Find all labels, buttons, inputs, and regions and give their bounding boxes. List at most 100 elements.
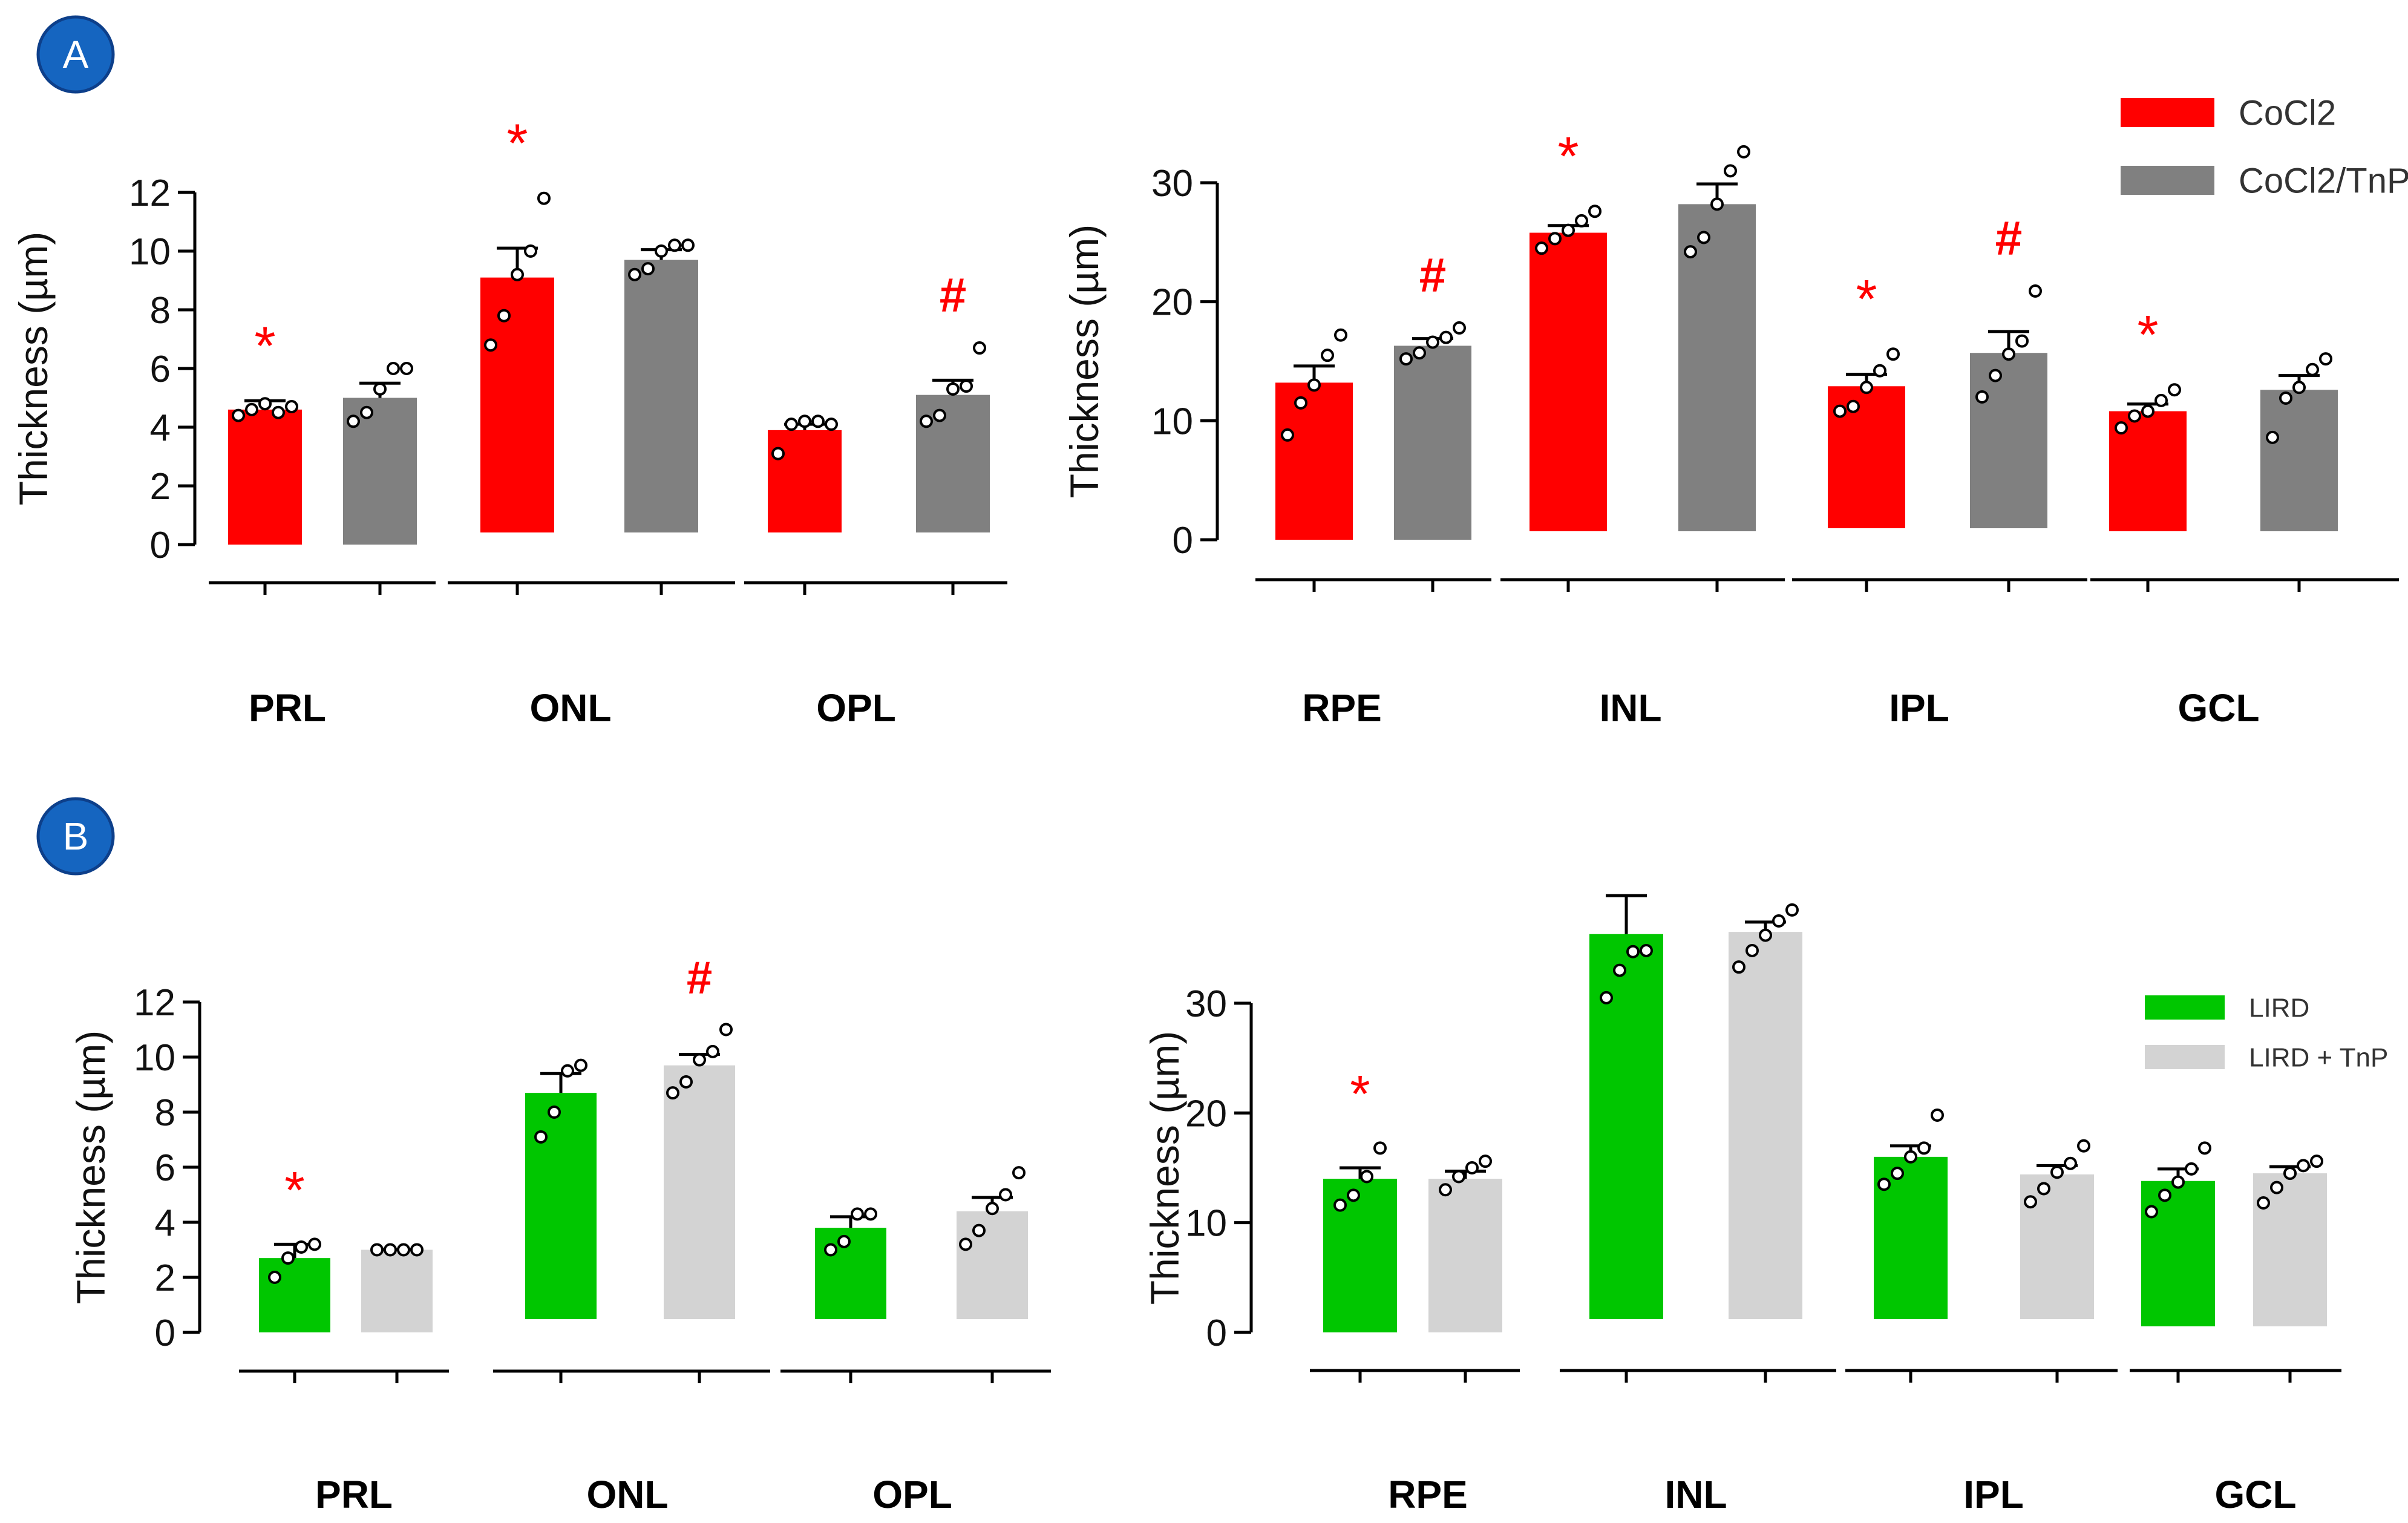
bar-onl-cocl2	[480, 277, 554, 532]
data-point	[668, 238, 681, 252]
significance-asterisk: *	[284, 1161, 304, 1219]
group-label-ipl: IPL	[1889, 686, 1949, 730]
bar-onl-lird-tnp	[664, 1065, 735, 1319]
data-point	[484, 338, 497, 352]
badge-circle	[36, 15, 115, 94]
data-point	[1724, 164, 1737, 178]
panel-badges: AB	[36, 15, 115, 876]
bar-prl-lird	[259, 1258, 330, 1332]
bar-inl-cocl2-tnp	[1678, 204, 1756, 531]
data-point	[1710, 197, 1724, 211]
legend-label-lird: LIRD	[2249, 993, 2309, 1023]
data-point	[973, 341, 986, 355]
data-point	[1439, 1183, 1452, 1197]
group-ipl: IPL	[1845, 1108, 2118, 1516]
data-point	[2297, 1159, 2310, 1173]
significance-asterisk: *	[1557, 126, 1579, 187]
data-point	[1732, 960, 1745, 974]
data-point	[1931, 1108, 1944, 1122]
group-opl: # OPL	[744, 268, 1007, 730]
data-point	[1321, 349, 1334, 362]
data-point	[2015, 334, 2029, 348]
group-label-prl: PRL	[315, 1473, 393, 1516]
data-point	[2141, 404, 2154, 418]
data-point	[2310, 1155, 2323, 1168]
data-point	[1989, 368, 2002, 382]
data-point	[1399, 352, 1413, 366]
group-inl: INL	[1560, 894, 1836, 1516]
group-opl: OPL	[780, 1166, 1051, 1516]
data-point	[268, 1271, 281, 1284]
data-point	[655, 244, 668, 258]
data-point	[1465, 1161, 1479, 1174]
bar-gcl-lird-tnp	[2253, 1173, 2327, 1326]
bar-opl-lird-tnp	[957, 1211, 1028, 1319]
group-rpe: # RPE	[1255, 248, 1491, 730]
bar-prl-lird-tnp	[361, 1250, 433, 1332]
group-rpe: * RPE	[1310, 1065, 1520, 1516]
significance-hash: #	[687, 952, 712, 1004]
data-point	[1847, 399, 1860, 413]
data-point	[1877, 1177, 1891, 1191]
data-point	[2154, 393, 2168, 407]
data-point	[1281, 428, 1294, 442]
data-point	[986, 1202, 999, 1216]
significance-asterisk: *	[506, 114, 528, 174]
bar-rpe-cocl2-tnp	[1394, 346, 1471, 540]
bar-rpe-lird-tnp	[1428, 1179, 1502, 1332]
y-tick-label: 20	[1185, 1093, 1227, 1135]
data-point	[679, 1075, 693, 1089]
data-point	[1917, 1141, 1931, 1155]
data-point	[837, 1234, 851, 1248]
group-inl: * INL	[1500, 126, 1785, 730]
bar-inl-lird-tnp	[1729, 932, 1802, 1319]
data-point	[972, 1223, 986, 1237]
legend-label-lird-tnp: LIRD + TnP	[2249, 1043, 2388, 1072]
group-label-rpe: RPE	[1388, 1473, 1468, 1516]
legend-panel-b: LIRD LIRD + TnP	[2145, 993, 2388, 1072]
data-point	[272, 405, 285, 419]
data-point	[2292, 381, 2306, 395]
data-point	[2128, 409, 2141, 423]
data-point	[2145, 1205, 2158, 1219]
data-point	[933, 408, 946, 422]
data-point	[811, 414, 825, 428]
data-point	[1426, 335, 1439, 349]
data-point	[959, 1237, 972, 1251]
significance-asterisk: *	[2137, 305, 2158, 365]
data-point	[851, 1207, 864, 1221]
data-point	[1745, 943, 1759, 957]
group-label-ipl: IPL	[1963, 1473, 2024, 1516]
significance-hash: #	[1995, 211, 2023, 265]
chart-a-left: 0 2 4 6 8 10 12 Thickness (µm) * PRL * ONL # OPL	[11, 114, 1007, 730]
data-point	[1347, 1188, 1360, 1202]
chart-b-right: 0 10 20 30 Thickness (µm) * RPE INL IPL GCL	[1142, 894, 2341, 1516]
data-point	[2158, 1188, 2171, 1202]
data-point	[387, 362, 400, 375]
data-point	[537, 191, 551, 205]
y-tick-label: 4	[150, 407, 171, 449]
data-point	[1613, 963, 1626, 977]
data-point	[2077, 1139, 2090, 1153]
group-label-onl: ONL	[586, 1473, 668, 1516]
y-tick-label: 30	[1185, 983, 1227, 1025]
data-point	[2198, 1141, 2211, 1155]
y-tick-label: 0	[150, 525, 171, 566]
y-tick-label: 10	[129, 231, 171, 273]
data-point	[946, 382, 960, 396]
data-point	[258, 397, 272, 411]
bar-ipl-cocl2-tnp	[1970, 353, 2047, 528]
data-point	[706, 1044, 719, 1058]
data-point	[2037, 1182, 2050, 1196]
data-point	[1294, 396, 1307, 410]
bar-rpe-lird	[1323, 1179, 1397, 1332]
panel-label: B	[63, 814, 89, 858]
significance-hash: #	[940, 268, 967, 322]
bar-inl-lird	[1589, 934, 1663, 1319]
data-point	[681, 238, 695, 252]
data-point	[1453, 321, 1466, 335]
y-tick-label: 10	[1185, 1203, 1227, 1245]
data-point	[384, 1243, 397, 1257]
data-point	[719, 1023, 733, 1037]
